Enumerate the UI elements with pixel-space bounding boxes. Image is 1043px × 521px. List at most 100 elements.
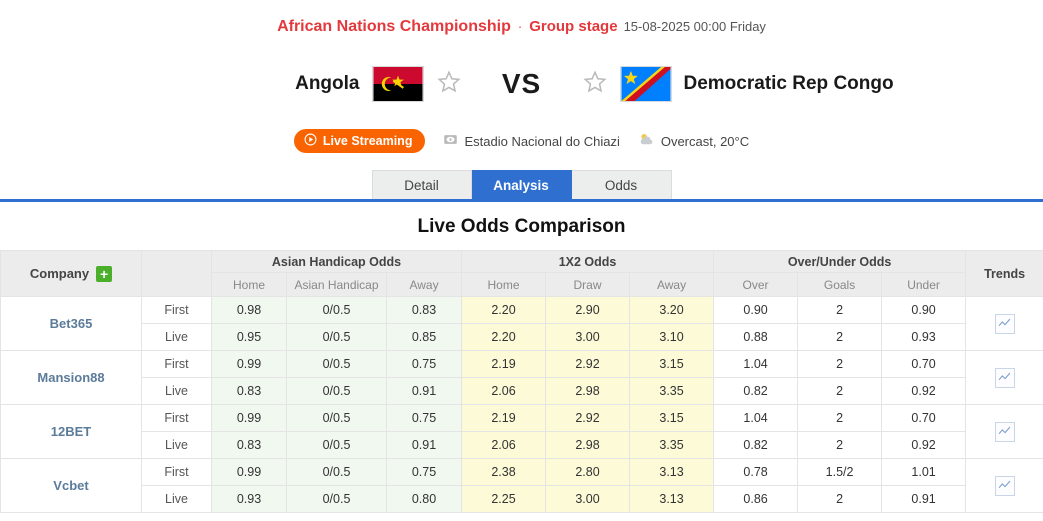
ah-away-cell[interactable]: 0.83 [385, 296, 463, 324]
trend-cell[interactable] [965, 296, 1043, 351]
1x2-away-cell[interactable]: 3.15 [629, 404, 715, 432]
line-chart-icon[interactable] [994, 421, 1015, 442]
ou-goals-cell[interactable]: 2 [797, 377, 883, 405]
ou-under-cell[interactable]: 0.93 [881, 323, 967, 351]
ou-under-cell[interactable]: 0.91 [881, 485, 967, 513]
ah-line-cell[interactable]: 0/0.5 [286, 350, 387, 378]
tab-analysis[interactable]: Analysis [471, 170, 572, 199]
ah-home-cell[interactable]: 0.83 [211, 431, 287, 459]
ou-over-cell[interactable]: 0.88 [713, 323, 799, 351]
live-streaming-button[interactable]: Live Streaming [293, 129, 426, 153]
1x2-draw-cell[interactable]: 2.90 [545, 296, 631, 324]
ou-goals-cell[interactable]: 2 [797, 404, 883, 432]
company-name-cell[interactable]: Bet365 [0, 296, 142, 351]
angola-flag-icon [371, 66, 424, 102]
ou-goals-cell[interactable]: 2 [797, 323, 883, 351]
line-chart-icon[interactable] [994, 313, 1015, 334]
ou-over-cell[interactable]: 0.78 [713, 458, 799, 486]
line-chart-icon[interactable] [994, 475, 1015, 496]
ou-goals-cell[interactable]: 2 [797, 485, 883, 513]
ah-line-cell[interactable]: 0/0.5 [286, 323, 387, 351]
ah-home-cell[interactable]: 0.98 [211, 296, 287, 324]
away-team-name[interactable]: Democratic Rep Congo [683, 73, 894, 94]
ah-home-cell[interactable]: 0.99 [211, 350, 287, 378]
1x2-draw-cell[interactable]: 2.92 [545, 404, 631, 432]
ah-home-cell[interactable]: 0.99 [211, 404, 287, 432]
1x2-away-cell[interactable]: 3.10 [629, 323, 715, 351]
1x2-away-cell[interactable]: 3.13 [629, 485, 715, 513]
ou-goals-cell[interactable]: 2 [797, 296, 883, 324]
1x2-away-cell[interactable]: 3.35 [629, 431, 715, 459]
1x2-away-cell[interactable]: 3.13 [629, 458, 715, 486]
ah-home-cell[interactable]: 0.83 [211, 377, 287, 405]
ou-over-cell[interactable]: 0.90 [713, 296, 799, 324]
1x2-away-cell[interactable]: 3.20 [629, 296, 715, 324]
ou-over-cell[interactable]: 1.04 [713, 404, 799, 432]
trend-cell[interactable] [965, 458, 1043, 513]
1x2-home-cell[interactable]: 2.20 [461, 323, 547, 351]
ah-away-cell[interactable]: 0.91 [385, 377, 463, 405]
ou-over-cell[interactable]: 0.82 [713, 431, 799, 459]
table-row: Live 0.93 0/0.5 0.80 2.25 3.00 3.13 0.86 2 0.91 [1, 485, 1043, 513]
1x2-draw-cell[interactable]: 2.92 [545, 350, 631, 378]
ou-under-cell[interactable]: 0.92 [881, 431, 967, 459]
1x2-home-cell[interactable]: 2.19 [461, 350, 547, 378]
1x2-home-cell[interactable]: 2.38 [461, 458, 547, 486]
ou-under-cell[interactable]: 0.70 [881, 350, 967, 378]
1x2-home-cell[interactable]: 2.06 [461, 377, 547, 405]
ah-home-cell[interactable]: 0.93 [211, 485, 287, 513]
competition-name[interactable]: African Nations Championship [277, 18, 511, 35]
1x2-draw-cell[interactable]: 3.00 [545, 323, 631, 351]
ou-under-cell[interactable]: 0.90 [881, 296, 967, 324]
ou-over-cell[interactable]: 0.86 [713, 485, 799, 513]
ah-away-cell[interactable]: 0.91 [385, 431, 463, 459]
company-name-cell[interactable]: Mansion88 [0, 350, 142, 405]
table-row: Live 0.95 0/0.5 0.85 2.20 3.00 3.10 0.88 2 0.93 [1, 323, 1043, 351]
ah-line-cell[interactable]: 0/0.5 [286, 377, 387, 405]
ah-line-cell[interactable]: 0/0.5 [286, 296, 387, 324]
ah-away-cell[interactable]: 0.80 [385, 485, 463, 513]
1x2-home-cell[interactable]: 2.20 [461, 296, 547, 324]
1x2-draw-cell[interactable]: 3.00 [545, 485, 631, 513]
green-plus-icon[interactable]: + [96, 265, 113, 282]
ou-over-cell[interactable]: 0.82 [713, 377, 799, 405]
ah-home-cell[interactable]: 0.95 [211, 323, 287, 351]
line-chart-icon[interactable] [994, 367, 1015, 388]
1x2-draw-cell[interactable]: 2.80 [545, 458, 631, 486]
competition-stage[interactable]: Group stage [529, 18, 618, 35]
ou-goals-cell[interactable]: 1.5/2 [797, 458, 883, 486]
ou-under-cell[interactable]: 0.92 [881, 377, 967, 405]
odds-type-cell: First [141, 350, 212, 378]
ah-line-cell[interactable]: 0/0.5 [286, 458, 387, 486]
ou-goals-cell[interactable]: 2 [797, 431, 883, 459]
tab-odds[interactable]: Odds [571, 170, 672, 199]
1x2-away-cell[interactable]: 3.35 [629, 377, 715, 405]
ou-under-cell[interactable]: 0.70 [881, 404, 967, 432]
ah-away-cell[interactable]: 0.75 [385, 350, 463, 378]
1x2-home-cell[interactable]: 2.06 [461, 431, 547, 459]
home-favorite-star-icon[interactable] [436, 69, 462, 100]
ah-away-cell[interactable]: 0.85 [385, 323, 463, 351]
1x2-home-cell[interactable]: 2.19 [461, 404, 547, 432]
ah-away-cell[interactable]: 0.75 [385, 458, 463, 486]
ah-home-cell[interactable]: 0.99 [211, 458, 287, 486]
company-name-cell[interactable]: 12BET [0, 404, 142, 459]
ou-over-cell[interactable]: 1.04 [713, 350, 799, 378]
1x2-away-cell[interactable]: 3.15 [629, 350, 715, 378]
ah-line-cell[interactable]: 0/0.5 [286, 404, 387, 432]
ou-under-cell[interactable]: 1.01 [881, 458, 967, 486]
1x2-draw-cell[interactable]: 2.98 [545, 377, 631, 405]
odds-type-cell: First [141, 404, 212, 432]
tab-detail[interactable]: Detail [371, 170, 472, 199]
trend-cell[interactable] [965, 350, 1043, 405]
1x2-home-cell[interactable]: 2.25 [461, 485, 547, 513]
ou-goals-cell[interactable]: 2 [797, 350, 883, 378]
company-name-cell[interactable]: Vcbet [0, 458, 142, 513]
trend-cell[interactable] [965, 404, 1043, 459]
ah-line-cell[interactable]: 0/0.5 [286, 485, 387, 513]
1x2-draw-cell[interactable]: 2.98 [545, 431, 631, 459]
home-team-name[interactable]: Angola [295, 73, 360, 94]
ah-line-cell[interactable]: 0/0.5 [286, 431, 387, 459]
away-favorite-star-icon[interactable] [582, 69, 608, 100]
ah-away-cell[interactable]: 0.75 [385, 404, 463, 432]
